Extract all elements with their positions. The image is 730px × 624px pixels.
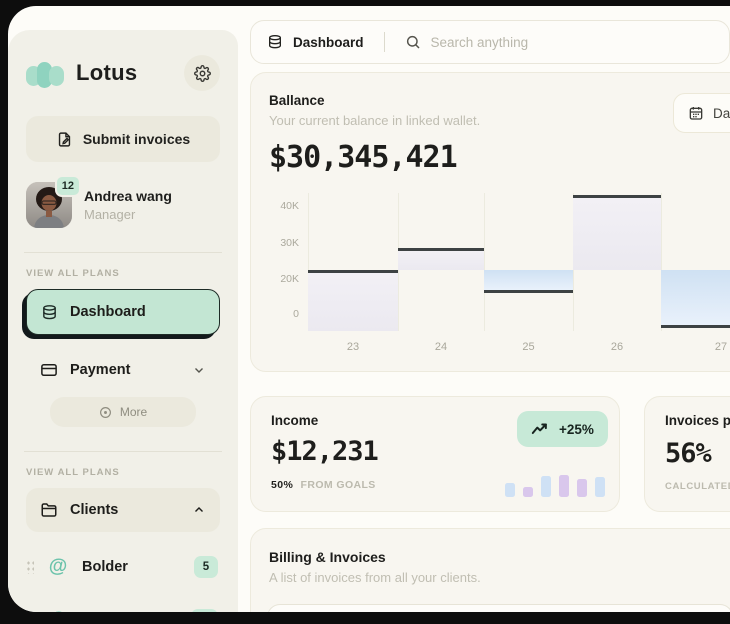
billing-subtitle: A list of invoices from all your clients… <box>269 570 481 585</box>
submit-invoices-button[interactable]: Submit invoices <box>26 116 220 162</box>
breadcrumb[interactable]: Dashboard <box>293 34 364 50</box>
waterfall-bar-24 <box>398 247 484 270</box>
sidebar: Lotus Submit invoices <box>8 30 238 612</box>
waterfall-bar-23 <box>308 269 398 331</box>
billing-card: Billing & Invoices A list of invoices fr… <box>250 528 730 612</box>
sparkline-bar <box>505 483 515 497</box>
invoices-title: Invoices paid <box>665 413 730 428</box>
invoices-paid-card: Invoices paid 56% CALCULATED IN <box>644 396 730 512</box>
balance-title: Ballance <box>269 93 325 108</box>
count-badge: 45 <box>191 609 218 612</box>
billing-title: Billing & Invoices <box>269 549 386 565</box>
client-name: Bolder <box>82 559 128 575</box>
sidebar-item-clients[interactable]: Clients <box>26 488 220 532</box>
app-title: Lotus <box>76 60 138 85</box>
database-icon <box>41 304 58 321</box>
settings-button[interactable] <box>184 55 220 91</box>
trend-badge-label: +25% <box>559 421 594 437</box>
y-axis-tick: 40K <box>280 200 299 212</box>
invoice-edit-icon <box>56 131 73 148</box>
divider <box>383 32 385 52</box>
y-axis-tick: 20K <box>280 273 299 285</box>
more-label: More <box>119 405 148 419</box>
at-sign-icon: @ <box>47 609 69 612</box>
user-name: Andrea wang <box>84 188 172 204</box>
trend-badge: +25% <box>517 411 608 447</box>
chevron-down-icon <box>192 363 206 377</box>
income-card: Income +25% $12,231 50% FROM GOALS <box>250 396 620 512</box>
more-button[interactable]: More <box>50 397 196 427</box>
folder-icon <box>40 501 58 519</box>
sparkline-bar <box>523 487 533 497</box>
plus-circle-icon <box>99 406 112 419</box>
waterfall-bar-26 <box>573 195 661 270</box>
gear-icon <box>193 64 211 82</box>
submit-invoices-label: Submit invoices <box>82 131 191 147</box>
waterfall-bar-27 <box>661 269 730 328</box>
sidebar-header: Lotus <box>26 50 220 96</box>
sidebar-item-payment[interactable]: Payment <box>26 347 220 393</box>
x-axis-tick: 24 <box>434 341 448 353</box>
trending-up-icon <box>531 422 549 436</box>
x-axis-tick: 26 <box>610 341 624 353</box>
client-item-stacked[interactable]: @ Stacked 45 <box>26 602 220 612</box>
invoices-footnote: CALCULATED IN <box>665 481 730 492</box>
sidebar-item-label: Clients <box>70 502 119 518</box>
app-window: Lotus Submit invoices <box>8 6 730 612</box>
income-sparkline-chart <box>505 471 605 497</box>
invoice-search-field[interactable] <box>267 604 730 612</box>
section-label-plans-1: VIEW ALL PLANS <box>26 268 120 279</box>
x-axis-tick: 27 <box>714 341 728 353</box>
income-title: Income <box>271 413 319 428</box>
user-role: Manager <box>84 207 136 222</box>
goal-percent: 50% <box>271 479 294 491</box>
x-axis-tick: 23 <box>346 341 360 353</box>
y-axis-tick: 30K <box>280 236 299 249</box>
balance-card: Ballance Your current balance in linked … <box>250 72 730 372</box>
chart-gridline <box>484 193 485 331</box>
y-axis-tick: 0 <box>293 308 299 320</box>
sparkline-bar <box>559 475 569 497</box>
user-profile[interactable]: 12 Andrea wang Manager <box>26 175 220 228</box>
goal-line: 50% FROM GOALS <box>271 479 599 491</box>
search-input[interactable] <box>430 34 713 50</box>
client-item-bolder[interactable]: @ Bolder 5 <box>26 549 220 585</box>
goal-label: FROM GOALS <box>300 479 376 491</box>
invoices-amount: 56% <box>665 438 712 469</box>
divider <box>24 252 222 253</box>
chevron-up-icon <box>192 503 206 517</box>
sidebar-item-label: Dashboard <box>70 304 146 320</box>
sparkline-bar <box>577 479 587 497</box>
sidebar-item-label: Payment <box>70 362 131 378</box>
notification-badge: 12 <box>54 175 81 197</box>
sparkline-bar <box>541 476 551 497</box>
database-icon <box>267 34 283 50</box>
count-badge: 5 <box>194 556 218 578</box>
balance-waterfall-chart: 40K 30K 20K 0 23 24 25 26 27 <box>251 193 730 363</box>
waterfall-bar-25 <box>484 269 573 293</box>
chart-gridline <box>661 193 662 331</box>
at-sign-icon: @ <box>48 556 68 577</box>
date-button-label: Date <box>713 105 730 121</box>
sparkline-bar <box>595 477 605 497</box>
sidebar-item-dashboard[interactable]: Dashboard <box>26 289 220 335</box>
balance-subtitle: Your current balance in linked wallet. <box>269 113 481 128</box>
chart-gridline <box>308 193 309 331</box>
balance-amount: $30,345,421 <box>269 140 458 175</box>
x-axis-tick: 25 <box>522 341 535 353</box>
date-filter-button[interactable]: Date <box>673 93 730 133</box>
divider <box>24 451 222 452</box>
lotus-logo-icon <box>26 58 66 88</box>
section-label-plans-2: VIEW ALL PLANS <box>26 467 120 478</box>
drag-handle-icon[interactable] <box>26 560 34 574</box>
income-amount: $12,231 <box>271 436 379 467</box>
calendar-icon <box>688 105 704 121</box>
credit-card-icon <box>40 361 58 379</box>
topbar: Dashboard <box>250 20 730 64</box>
search-icon <box>405 34 421 50</box>
